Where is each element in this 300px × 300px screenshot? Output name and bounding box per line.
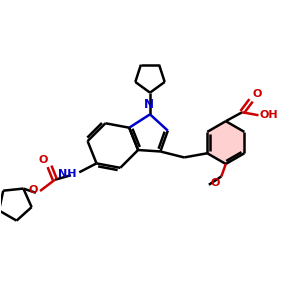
Text: O: O bbox=[38, 155, 48, 165]
Text: NH: NH bbox=[58, 169, 76, 179]
Text: O: O bbox=[211, 178, 220, 188]
Polygon shape bbox=[207, 121, 244, 164]
Text: OH: OH bbox=[260, 110, 278, 120]
Text: O: O bbox=[29, 185, 38, 195]
Text: N: N bbox=[144, 98, 154, 111]
Text: O: O bbox=[252, 89, 262, 99]
